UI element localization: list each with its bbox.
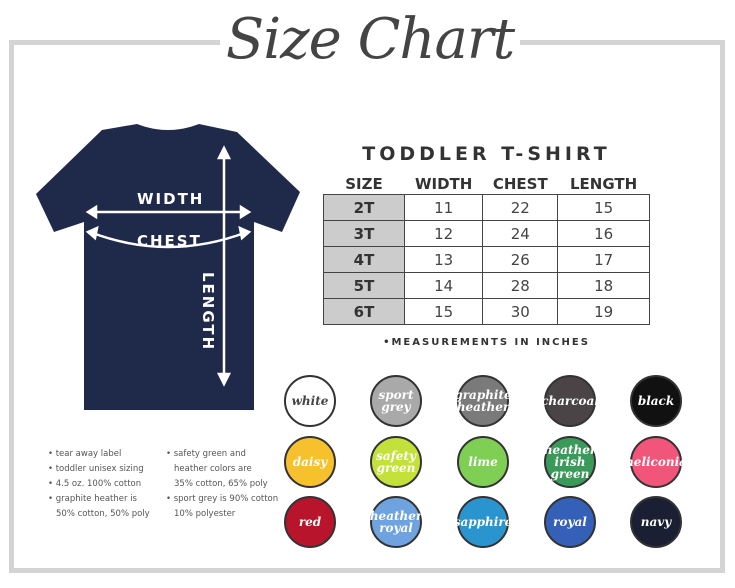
width-label: WIDTH xyxy=(137,190,205,208)
table-row: 3T 12 24 16 xyxy=(323,220,650,247)
color-swatch[interactable]: red xyxy=(284,496,336,548)
value-cell: 16 xyxy=(557,220,650,247)
color-swatch[interactable]: navy xyxy=(630,496,682,548)
color-swatch[interactable]: sapphire xyxy=(454,496,512,548)
length-label: LENGTH xyxy=(199,272,217,352)
bullet: • toddler unisex sizing xyxy=(48,464,144,474)
table-row: 5T 14 28 18 xyxy=(323,272,650,299)
value-cell: 18 xyxy=(557,272,650,299)
value-cell: 13 xyxy=(403,246,484,273)
size-table: SIZE WIDTH CHEST LENGTH 2T 11 22 15 3T 12 24 16… xyxy=(323,174,650,325)
color-swatch[interactable]: charcoal xyxy=(541,375,599,427)
bullet: • sport grey is 90% cotton xyxy=(166,494,279,504)
value-cell: 15 xyxy=(403,298,484,325)
value-cell: 28 xyxy=(482,272,559,299)
table-row: 6T 15 30 19 xyxy=(323,298,650,325)
value-cell: 26 xyxy=(482,246,559,273)
bullet: 35% cotton, 65% poly xyxy=(174,479,268,489)
value-cell: 14 xyxy=(403,272,484,299)
features-right: • safety green and heather colors are 35… xyxy=(166,447,278,522)
table-row: 4T 13 26 17 xyxy=(323,246,650,273)
size-cell: 4T xyxy=(323,246,405,273)
value-cell: 30 xyxy=(482,298,559,325)
bullet: • graphite heather is xyxy=(48,494,137,504)
color-swatch[interactable]: safety green xyxy=(370,436,422,488)
bullet: • tear away label xyxy=(48,449,122,459)
size-cell: 3T xyxy=(323,220,405,247)
measurement-note: •MEASUREMENTS IN INCHES xyxy=(383,337,590,348)
header-size: SIZE xyxy=(345,175,383,193)
value-cell: 24 xyxy=(482,220,559,247)
header-length: LENGTH xyxy=(570,175,638,193)
color-swatch[interactable]: black xyxy=(630,375,682,427)
color-swatch[interactable]: heliconia xyxy=(625,436,687,488)
bullet: 10% polyester xyxy=(174,509,236,519)
color-swatch[interactable]: heather irish green xyxy=(544,436,596,488)
bullet: • 4.5 oz. 100% cotton xyxy=(48,479,142,489)
table-title: TODDLER T-SHIRT xyxy=(362,143,611,165)
bullet: • safety green and xyxy=(166,449,246,459)
color-swatch[interactable]: heather royal xyxy=(370,496,422,548)
color-swatch[interactable]: daisy xyxy=(284,436,336,488)
header-width: WIDTH xyxy=(414,175,473,193)
value-cell: 19 xyxy=(557,298,650,325)
color-swatch[interactable]: royal xyxy=(544,496,596,548)
tshirt-illustration: WIDTH CHEST LENGTH xyxy=(32,122,304,414)
color-swatch[interactable]: sport grey xyxy=(370,375,422,427)
header-chest: CHEST xyxy=(492,175,548,193)
value-cell: 15 xyxy=(557,194,650,221)
color-swatch[interactable]: white xyxy=(284,375,336,427)
size-cell: 6T xyxy=(323,298,405,325)
value-cell: 17 xyxy=(557,246,650,273)
size-cell: 5T xyxy=(323,272,405,299)
color-swatch[interactable]: lime xyxy=(457,436,509,488)
value-cell: 22 xyxy=(482,194,559,221)
table-row: 2T 11 22 15 xyxy=(323,194,650,221)
size-cell: 2T xyxy=(323,194,405,221)
value-cell: 11 xyxy=(403,194,484,221)
features-left: • tear away label • toddler unisex sizin… xyxy=(48,447,150,522)
bullet: 50% cotton, 50% poly xyxy=(56,509,150,519)
bullet: heather colors are xyxy=(174,464,252,474)
chest-label: CHEST xyxy=(137,232,202,250)
color-swatch[interactable]: graphite heather xyxy=(454,375,512,427)
page-title: Size Chart xyxy=(220,0,520,80)
value-cell: 12 xyxy=(403,220,484,247)
